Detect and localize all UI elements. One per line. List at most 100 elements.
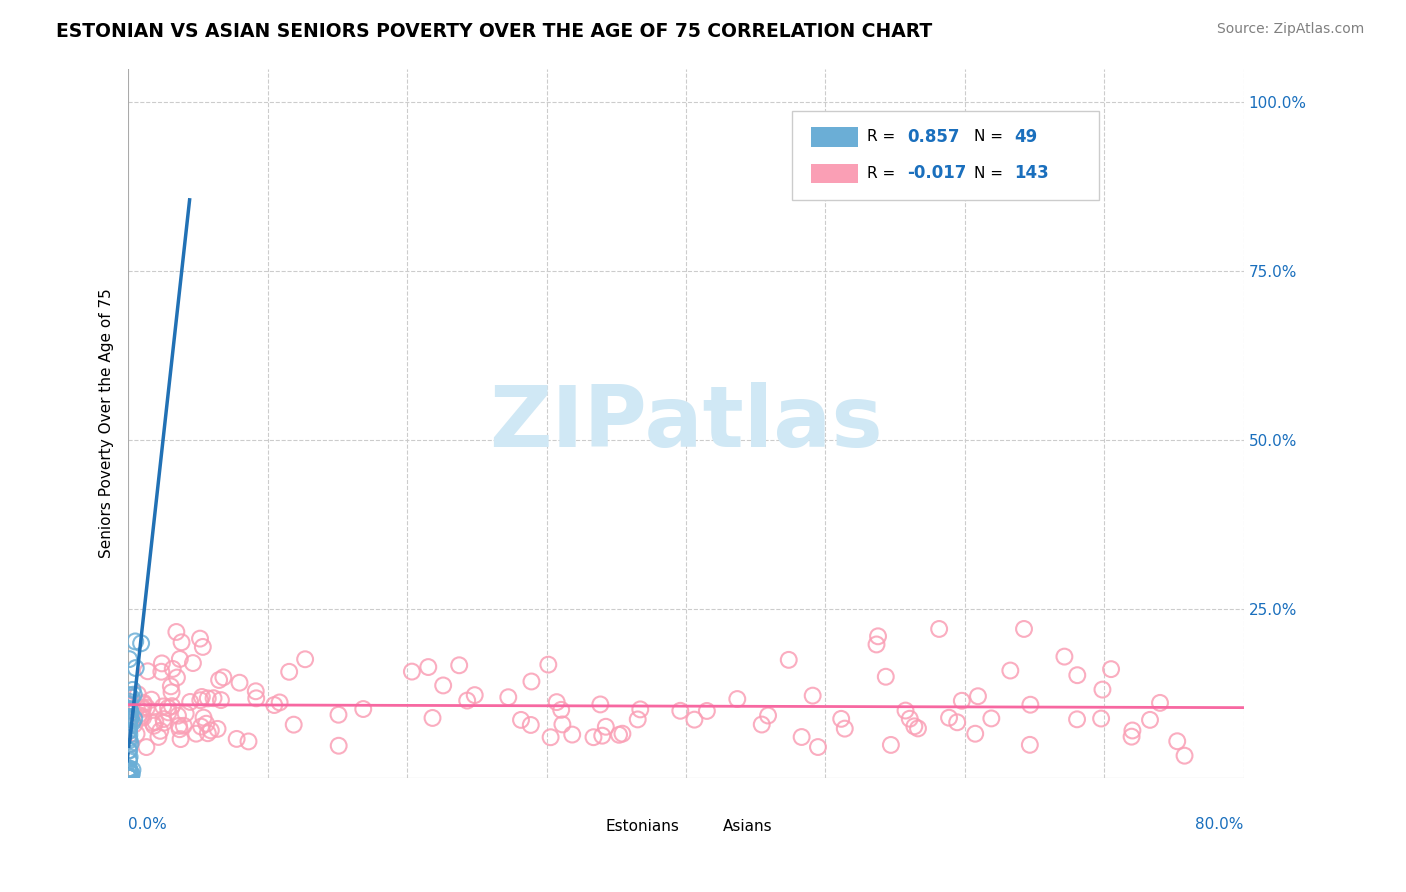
Point <box>245 684 267 698</box>
Point <box>607 728 630 742</box>
Point <box>245 691 267 706</box>
Point <box>725 692 748 706</box>
Point <box>118 728 141 742</box>
Point <box>157 706 180 720</box>
Text: R =: R = <box>866 166 896 181</box>
Point <box>352 702 374 716</box>
Point <box>1090 712 1112 726</box>
Point <box>595 720 617 734</box>
Point <box>118 750 141 764</box>
Point <box>118 704 141 718</box>
Point <box>125 661 148 675</box>
Point <box>188 693 211 707</box>
Point <box>136 700 159 714</box>
FancyBboxPatch shape <box>811 127 858 146</box>
Text: 49: 49 <box>1014 128 1038 145</box>
Point <box>118 771 141 785</box>
Point <box>118 719 141 733</box>
Text: Estonians: Estonians <box>606 819 679 834</box>
Point <box>1099 662 1122 676</box>
Point <box>150 665 173 679</box>
Point <box>118 733 141 747</box>
Point <box>628 702 651 716</box>
Point <box>181 656 204 670</box>
Point <box>830 712 852 726</box>
Text: 0.857: 0.857 <box>907 128 959 145</box>
Point <box>540 730 562 744</box>
Point <box>1139 713 1161 727</box>
Point <box>965 727 987 741</box>
Point <box>1066 668 1088 682</box>
Point <box>118 764 141 778</box>
Point <box>153 715 176 730</box>
Text: Source: ZipAtlas.com: Source: ZipAtlas.com <box>1216 22 1364 37</box>
Y-axis label: Seniors Poverty Over the Age of 75: Seniors Poverty Over the Age of 75 <box>100 288 114 558</box>
Point <box>801 689 824 703</box>
Point <box>118 771 141 785</box>
Point <box>120 704 142 718</box>
Point <box>122 688 145 702</box>
Point <box>160 699 183 714</box>
Point <box>132 696 155 710</box>
Point <box>135 740 157 755</box>
Point <box>195 716 218 731</box>
Point <box>751 717 773 731</box>
Point <box>1012 622 1035 636</box>
Text: N =: N = <box>974 129 1002 145</box>
Point <box>1019 698 1042 712</box>
Point <box>1091 682 1114 697</box>
Point <box>142 716 165 731</box>
Point <box>125 727 148 741</box>
Point <box>202 691 225 706</box>
Text: 80.0%: 80.0% <box>1195 816 1244 831</box>
Point <box>143 714 166 729</box>
Point <box>1053 649 1076 664</box>
Point <box>118 763 141 777</box>
Point <box>120 706 142 720</box>
Point <box>1121 730 1143 744</box>
Point <box>946 715 969 730</box>
Point <box>169 723 191 737</box>
Point <box>150 657 173 671</box>
Point <box>118 731 141 746</box>
Point <box>118 743 141 757</box>
Point <box>167 708 190 723</box>
Point <box>561 728 583 742</box>
Point <box>582 730 605 744</box>
FancyBboxPatch shape <box>692 819 716 834</box>
Point <box>129 636 152 650</box>
Point <box>142 719 165 733</box>
Text: ZIPatlas: ZIPatlas <box>489 382 883 465</box>
Point <box>118 762 141 776</box>
Point <box>520 718 543 732</box>
Point <box>1018 738 1040 752</box>
Point <box>120 711 142 725</box>
Point <box>122 712 145 726</box>
Point <box>118 697 141 711</box>
Point <box>418 660 440 674</box>
Point <box>875 670 897 684</box>
Text: N =: N = <box>974 166 1002 181</box>
Point <box>118 764 141 779</box>
Point <box>118 702 141 716</box>
Point <box>121 690 143 705</box>
Point <box>141 692 163 706</box>
Point <box>880 738 903 752</box>
Point <box>118 698 141 713</box>
Point <box>121 715 143 730</box>
Point <box>1166 734 1188 748</box>
Point <box>190 720 212 734</box>
Point <box>174 706 197 721</box>
Point <box>188 632 211 646</box>
Point <box>132 710 155 724</box>
Point <box>118 771 141 785</box>
Point <box>401 665 423 679</box>
Point <box>186 727 208 741</box>
Point <box>938 711 960 725</box>
Point <box>136 665 159 679</box>
Point <box>169 652 191 666</box>
Point <box>120 766 142 780</box>
Point <box>328 739 350 753</box>
Point <box>152 712 174 726</box>
Point <box>149 723 172 738</box>
